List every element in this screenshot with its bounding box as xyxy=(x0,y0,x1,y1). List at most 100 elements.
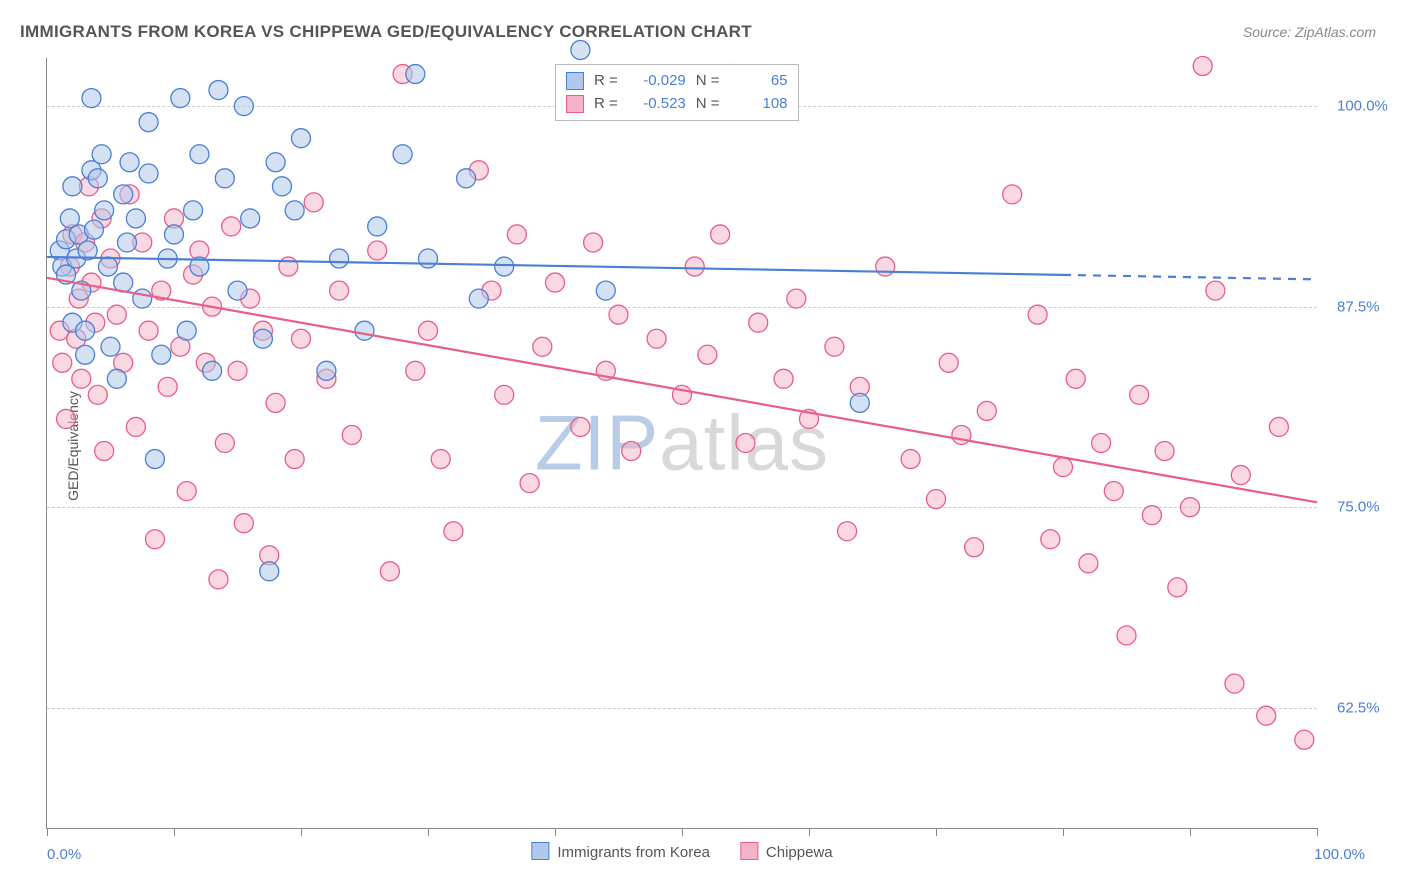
data-point-korea xyxy=(114,185,133,204)
legend-item-chippewa: Chippewa xyxy=(740,842,833,861)
data-point-korea xyxy=(469,289,488,308)
legend-label: Chippewa xyxy=(766,844,833,861)
data-point-korea xyxy=(92,145,111,164)
data-point-chippewa xyxy=(139,321,158,340)
data-point-korea xyxy=(419,249,438,268)
data-point-korea xyxy=(82,89,101,108)
data-point-korea xyxy=(165,225,184,244)
data-point-korea xyxy=(76,321,95,340)
data-point-chippewa xyxy=(342,425,361,444)
stats-legend: R =-0.029N =65R =-0.523N =108 xyxy=(555,64,799,121)
data-point-chippewa xyxy=(977,401,996,420)
data-point-korea xyxy=(177,321,196,340)
data-point-chippewa xyxy=(1117,626,1136,645)
data-point-chippewa xyxy=(1104,482,1123,501)
data-point-chippewa xyxy=(546,273,565,292)
data-point-chippewa xyxy=(266,393,285,412)
data-point-chippewa xyxy=(88,385,107,404)
data-point-chippewa xyxy=(647,329,666,348)
data-point-chippewa xyxy=(749,313,768,332)
data-point-chippewa xyxy=(774,369,793,388)
data-point-chippewa xyxy=(685,257,704,276)
data-point-korea xyxy=(101,337,120,356)
data-point-korea xyxy=(406,65,425,84)
data-point-chippewa xyxy=(939,353,958,372)
data-point-korea xyxy=(190,145,209,164)
x-tick xyxy=(682,828,683,836)
data-point-korea xyxy=(292,129,311,148)
stat-n-value: 65 xyxy=(730,69,788,92)
data-point-chippewa xyxy=(1130,385,1149,404)
data-point-korea xyxy=(120,153,139,172)
data-point-korea xyxy=(596,281,615,300)
data-point-chippewa xyxy=(1028,305,1047,324)
data-point-chippewa xyxy=(736,434,755,453)
data-point-chippewa xyxy=(222,217,241,236)
data-point-chippewa xyxy=(285,450,304,469)
data-point-chippewa xyxy=(495,385,514,404)
data-point-korea xyxy=(272,177,291,196)
data-point-chippewa xyxy=(1257,706,1276,725)
legend-swatch-icon xyxy=(566,72,584,90)
y-tick-label: 87.5% xyxy=(1337,298,1380,315)
legend-swatch-icon xyxy=(566,95,584,113)
data-point-chippewa xyxy=(622,442,641,461)
x-tick xyxy=(1317,828,1318,836)
data-point-korea xyxy=(145,450,164,469)
x-tick xyxy=(301,828,302,836)
trendline-chippewa xyxy=(47,278,1317,503)
data-point-chippewa xyxy=(228,361,247,380)
data-point-chippewa xyxy=(1066,369,1085,388)
data-point-chippewa xyxy=(234,514,253,533)
data-point-chippewa xyxy=(1206,281,1225,300)
data-point-korea xyxy=(139,164,158,183)
data-point-chippewa xyxy=(215,434,234,453)
data-point-chippewa xyxy=(584,233,603,252)
data-point-korea xyxy=(215,169,234,188)
data-point-chippewa xyxy=(1079,554,1098,573)
legend-swatch-icon xyxy=(740,842,758,860)
data-point-chippewa xyxy=(876,257,895,276)
legend-item-korea: Immigrants from Korea xyxy=(531,842,710,861)
legend-swatch-icon xyxy=(531,842,549,860)
x-max-label: 100.0% xyxy=(1314,846,1365,863)
data-point-chippewa xyxy=(711,225,730,244)
data-point-chippewa xyxy=(53,353,72,372)
data-point-chippewa xyxy=(927,490,946,509)
data-point-chippewa xyxy=(571,417,590,436)
data-point-korea xyxy=(126,209,145,228)
data-point-chippewa xyxy=(1295,730,1314,749)
data-point-korea xyxy=(63,177,82,196)
stat-label: N = xyxy=(696,92,720,115)
data-point-chippewa xyxy=(1142,506,1161,525)
data-point-chippewa xyxy=(431,450,450,469)
data-point-korea xyxy=(133,289,152,308)
data-point-korea xyxy=(253,329,272,348)
stat-r-value: -0.523 xyxy=(628,92,686,115)
data-point-chippewa xyxy=(1003,185,1022,204)
x-tick xyxy=(428,828,429,836)
data-point-chippewa xyxy=(419,321,438,340)
data-point-korea xyxy=(98,257,117,276)
data-point-chippewa xyxy=(72,369,91,388)
data-point-chippewa xyxy=(1231,466,1250,485)
x-tick xyxy=(555,828,556,836)
stat-label: N = xyxy=(696,69,720,92)
data-point-korea xyxy=(184,201,203,220)
data-point-chippewa xyxy=(177,482,196,501)
data-point-chippewa xyxy=(380,562,399,581)
data-point-korea xyxy=(241,209,260,228)
x-tick xyxy=(809,828,810,836)
data-point-chippewa xyxy=(368,241,387,260)
data-point-korea xyxy=(76,345,95,364)
data-point-korea xyxy=(84,220,103,239)
data-point-chippewa xyxy=(1193,57,1212,76)
data-point-chippewa xyxy=(145,530,164,549)
data-point-chippewa xyxy=(520,474,539,493)
stat-label: R = xyxy=(594,92,618,115)
data-point-korea xyxy=(152,345,171,364)
data-point-chippewa xyxy=(1269,417,1288,436)
x-tick xyxy=(936,828,937,836)
data-point-korea xyxy=(393,145,412,164)
data-point-korea xyxy=(95,201,114,220)
